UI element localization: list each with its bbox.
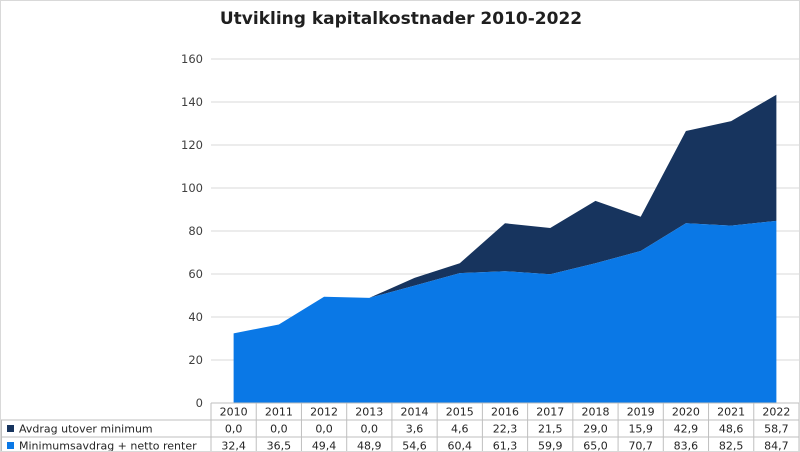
y-tick-label: 140 <box>181 95 203 109</box>
legend-label: Avdrag utover minimum <box>19 423 153 436</box>
x-tick-label: 2013 <box>355 406 383 419</box>
data-label: 65,0 <box>583 440 608 452</box>
data-label: 3,6 <box>406 423 424 436</box>
x-tick-label: 2015 <box>446 406 474 419</box>
x-tick-label: 2020 <box>672 406 700 419</box>
data-label: 59,9 <box>538 440 563 452</box>
data-label: 70,7 <box>628 440 653 452</box>
data-label: 32,4 <box>221 440 246 452</box>
x-tick-label: 2022 <box>762 406 790 419</box>
data-label: 29,0 <box>583 423 608 436</box>
data-label: 83,6 <box>674 440 699 452</box>
chart-title: Utvikling kapitalkostnader 2010-2022 <box>219 9 583 29</box>
x-tick-label: 2019 <box>627 406 655 419</box>
data-label: 82,5 <box>719 440 744 452</box>
x-tick-label: 2018 <box>581 406 609 419</box>
x-tick-label: 2021 <box>717 406 745 419</box>
legend-label: Minimumsavdrag + netto renter <box>19 440 197 452</box>
x-tick-label: 2012 <box>310 406 338 419</box>
data-label: 36,5 <box>267 440 292 452</box>
x-tick-label: 2011 <box>265 406 293 419</box>
data-label: 60,4 <box>448 440 473 452</box>
data-label: 48,9 <box>357 440 382 452</box>
data-label: 0,0 <box>225 423 243 436</box>
data-label: 58,7 <box>764 423 789 436</box>
y-tick-label: 160 <box>181 52 203 66</box>
data-label: 21,5 <box>538 423 563 436</box>
legend-swatch <box>7 425 14 432</box>
data-label: 48,6 <box>719 423 744 436</box>
y-tick-label: 80 <box>188 224 203 238</box>
area-avdrag-utover-minimum <box>233 94 777 334</box>
data-label: 15,9 <box>628 423 653 436</box>
y-tick-label: 40 <box>188 310 203 324</box>
data-label: 54,6 <box>402 440 427 452</box>
data-label: 49,4 <box>312 440 337 452</box>
data-label: 0,0 <box>315 423 333 436</box>
data-label: 22,3 <box>493 423 518 436</box>
y-tick-label: 20 <box>188 353 203 367</box>
x-tick-label: 2014 <box>401 406 429 419</box>
x-tick-label: 2016 <box>491 406 519 419</box>
legend-swatch <box>7 442 14 449</box>
y-tick-label: 100 <box>181 181 203 195</box>
x-tick-label: 2017 <box>536 406 564 419</box>
data-label: 0,0 <box>361 423 379 436</box>
data-label: 84,7 <box>764 440 789 452</box>
data-label: 61,3 <box>493 440 518 452</box>
y-tick-label: 120 <box>181 138 203 152</box>
y-tick-label: 0 <box>196 396 203 410</box>
x-tick-label: 2010 <box>220 406 248 419</box>
y-tick-label: 60 <box>188 267 203 281</box>
data-label: 42,9 <box>674 423 699 436</box>
data-label: 0,0 <box>270 423 288 436</box>
data-label: 4,6 <box>451 423 469 436</box>
area-minimumsavdrag-netto-renter <box>233 220 777 403</box>
